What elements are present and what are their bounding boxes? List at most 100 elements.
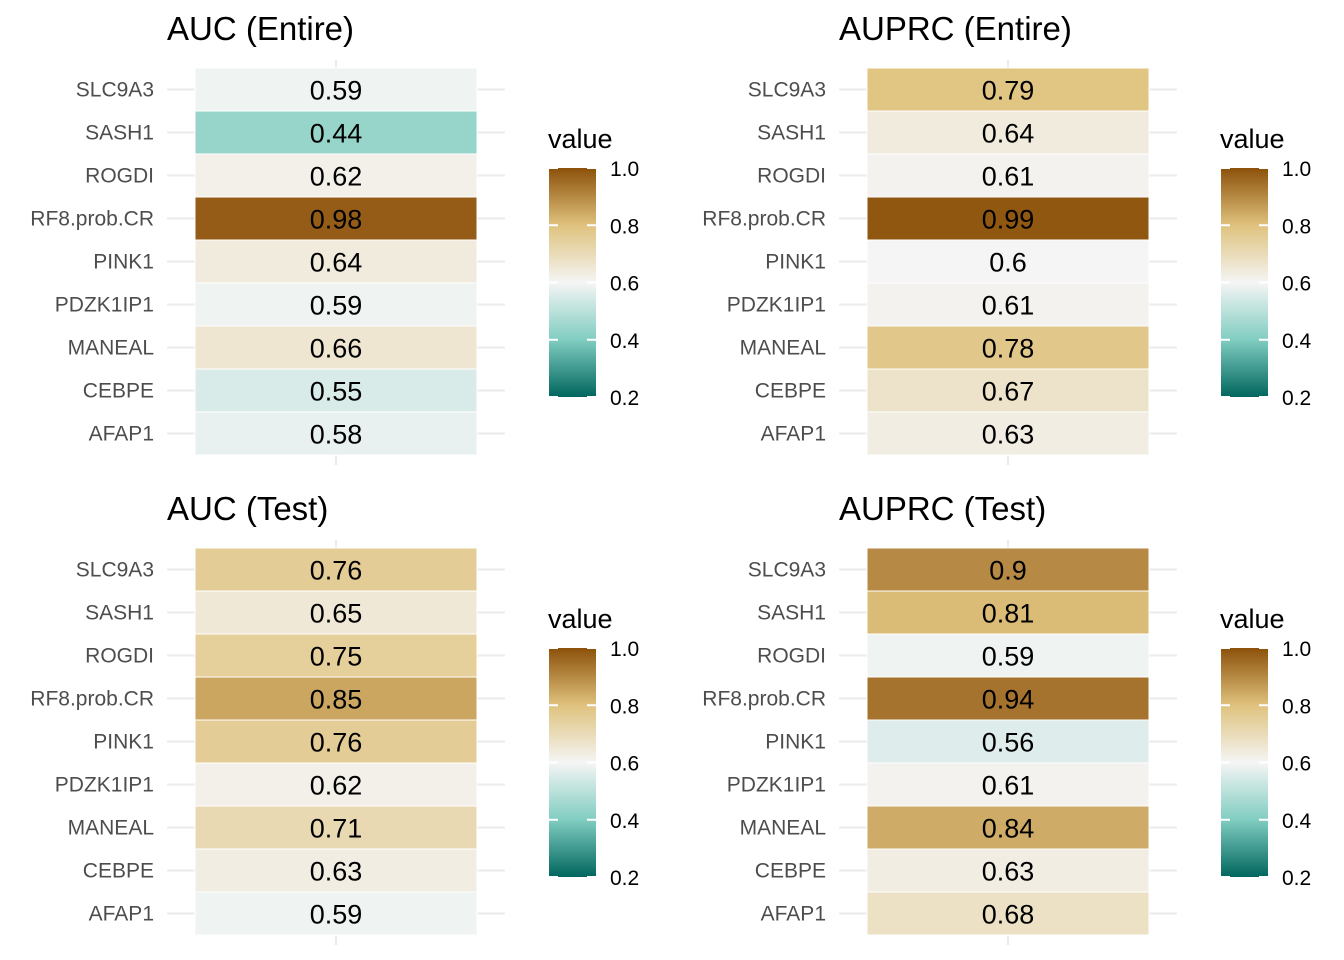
legend-title: value	[548, 124, 613, 154]
y-tick-label: PINK1	[93, 731, 154, 754]
cell-value-label: 0.59	[310, 900, 363, 930]
y-tick-label: SLC9A3	[748, 79, 826, 102]
heatmap-cell	[194, 325, 478, 370]
heatmap-cell	[194, 590, 478, 635]
cell-value-label: 0.59	[310, 291, 363, 321]
legend-title: value	[1220, 124, 1285, 154]
legend-tick-label: 0.2	[610, 387, 639, 410]
cell-value-label: 0.68	[982, 900, 1035, 930]
legend-tick-label: 0.2	[1282, 867, 1311, 890]
heatmap-cell	[866, 153, 1150, 198]
cell-value-label: 0.63	[982, 857, 1035, 887]
heatmap-cell	[866, 848, 1150, 893]
heatmap-cell	[866, 805, 1150, 850]
y-tick-label: PDZK1IP1	[55, 294, 154, 317]
cell-value-label: 0.9	[989, 556, 1027, 586]
y-tick-label: PINK1	[765, 731, 826, 754]
legend-tick-label: 1.0	[1282, 158, 1311, 181]
cell-value-label: 0.85	[310, 685, 363, 715]
cell-value-label: 0.62	[310, 771, 363, 801]
heatmap-cell	[194, 110, 478, 155]
legend: value 1.0 0.8 0.6 0.4 0.2	[548, 124, 640, 410]
y-tick-label: SLC9A3	[76, 559, 154, 582]
cell-value-label: 0.44	[310, 119, 363, 149]
legend-tick-label: 0.2	[1282, 387, 1311, 410]
heatmap-cell	[194, 633, 478, 678]
heatmap-panel-1: AUPRC (Entire) 0.79 SLC9A3 0.64 SASH1 0.61 ROG…	[702, 10, 1312, 465]
cell-value-label: 0.81	[982, 599, 1035, 629]
y-tick-label: PINK1	[93, 251, 154, 274]
y-tick-label: RF8.prob.CR	[30, 688, 154, 711]
y-tick-label: RF8.prob.CR	[702, 688, 826, 711]
y-tick-label: SLC9A3	[748, 559, 826, 582]
heatmap-cell	[194, 411, 478, 456]
legend-tick-label: 0.8	[1282, 695, 1311, 718]
heatmap-cell	[866, 196, 1150, 241]
y-tick-label: MANEAL	[68, 817, 154, 840]
heatmap-cell	[194, 196, 478, 241]
y-tick-label: PINK1	[765, 251, 826, 274]
cell-value-label: 0.76	[310, 728, 363, 758]
legend: value 1.0 0.8 0.6 0.4 0.2	[1220, 604, 1312, 890]
heatmap-cell	[194, 762, 478, 807]
cell-value-label: 0.67	[982, 377, 1035, 407]
y-tick-label: AFAP1	[761, 903, 826, 926]
legend-tick-label: 0.6	[610, 273, 639, 296]
y-tick-label: MANEAL	[740, 337, 826, 360]
legend-tick-label: 0.8	[610, 215, 639, 238]
y-tick-label: ROGDI	[85, 165, 154, 188]
panel-title: AUC (Entire)	[167, 10, 354, 47]
legend-tick-label: 0.8	[610, 695, 639, 718]
y-tick-label: ROGDI	[757, 645, 826, 668]
heatmap-cell	[194, 805, 478, 850]
legend-tick-label: 0.2	[610, 867, 639, 890]
heatmap-cell	[866, 282, 1150, 327]
cell-value-label: 0.61	[982, 291, 1035, 321]
legend-tick-label: 0.8	[1282, 215, 1311, 238]
cell-value-label: 0.64	[982, 119, 1035, 149]
legend-tick-label: 1.0	[610, 158, 639, 181]
y-tick-label: CEBPE	[83, 380, 154, 403]
heatmap-cell	[866, 67, 1150, 112]
legend: value 1.0 0.8 0.6 0.4 0.2	[1220, 124, 1312, 410]
cell-value-label: 0.59	[982, 642, 1035, 672]
cell-value-label: 0.78	[982, 334, 1035, 364]
y-tick-label: AFAP1	[89, 903, 154, 926]
y-tick-label: AFAP1	[761, 423, 826, 446]
panel-title: AUPRC (Test)	[839, 490, 1046, 527]
legend-title: value	[548, 604, 613, 634]
y-tick-label: SASH1	[85, 122, 154, 145]
legend-tick-label: 0.4	[610, 330, 640, 353]
cell-value-label: 0.75	[310, 642, 363, 672]
cell-value-label: 0.66	[310, 334, 363, 364]
cell-value-label: 0.71	[310, 814, 363, 844]
heatmap-cell	[866, 368, 1150, 413]
heatmap-panel-0: AUC (Entire) 0.59 SLC9A3 0.44 SASH1 0.62 ROGDI…	[30, 10, 640, 465]
heatmap-cell	[866, 110, 1150, 155]
panel-title: AUC (Test)	[167, 490, 328, 527]
y-tick-label: CEBPE	[83, 860, 154, 883]
legend-tick-label: 1.0	[1282, 638, 1311, 661]
panel-title: AUPRC (Entire)	[839, 10, 1072, 47]
y-tick-label: CEBPE	[755, 860, 826, 883]
cell-value-label: 0.99	[982, 205, 1035, 235]
y-tick-label: SLC9A3	[76, 79, 154, 102]
heatmap-cell	[866, 411, 1150, 456]
y-tick-label: RF8.prob.CR	[702, 208, 826, 231]
cell-value-label: 0.59	[310, 76, 363, 106]
cell-value-label: 0.65	[310, 599, 363, 629]
y-tick-label: SASH1	[85, 602, 154, 625]
heatmap-cell	[194, 676, 478, 721]
cell-value-label: 0.61	[982, 771, 1035, 801]
cell-value-label: 0.98	[310, 205, 363, 235]
y-tick-label: MANEAL	[740, 817, 826, 840]
y-tick-label: CEBPE	[755, 380, 826, 403]
cell-value-label: 0.76	[310, 556, 363, 586]
legend-tick-label: 1.0	[610, 638, 639, 661]
cell-value-label: 0.55	[310, 377, 363, 407]
cell-value-label: 0.79	[982, 76, 1035, 106]
cell-value-label: 0.84	[982, 814, 1035, 844]
cell-value-label: 0.63	[310, 857, 363, 887]
cell-value-label: 0.94	[982, 685, 1035, 715]
cell-value-label: 0.63	[982, 420, 1035, 450]
